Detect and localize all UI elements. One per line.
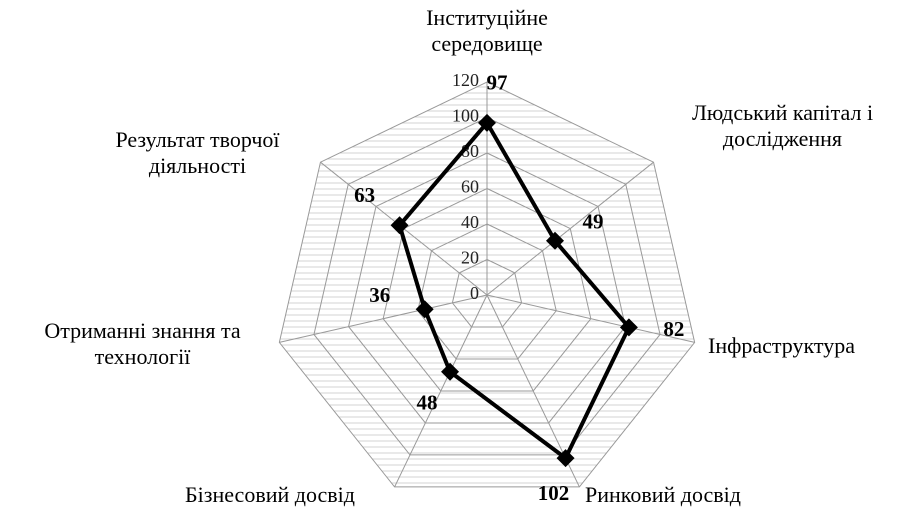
data-marker [478, 113, 496, 132]
category-label: Інституційне середовище [426, 5, 548, 56]
category-label: Людський капітал і дослідження [691, 100, 874, 151]
category-label: Отриманні знання та технології [44, 318, 241, 369]
data-label: 102 [538, 481, 570, 505]
data-marker [441, 362, 460, 381]
grid-ring [382, 187, 592, 392]
tick-label: 120 [452, 70, 479, 90]
tick-label: 100 [452, 106, 479, 126]
category-label: Бізнесовий досвід [185, 482, 355, 507]
grid-ring [313, 116, 661, 456]
data-label: 97 [487, 71, 508, 95]
tick-label: 0 [470, 283, 479, 303]
grid-ring [451, 258, 523, 328]
axis-line [279, 294, 488, 343]
grid-ring [417, 223, 557, 360]
data-label: 82 [663, 317, 684, 341]
tick-label: 60 [461, 177, 479, 197]
category-label: Інфраструктура [708, 333, 855, 358]
data-marker [556, 449, 575, 468]
data-label: 48 [417, 391, 438, 415]
series-line [397, 120, 631, 461]
axis-line [486, 161, 654, 296]
tick-label: 40 [461, 212, 479, 232]
data-marker [619, 318, 638, 337]
data-label: 49 [582, 210, 603, 234]
data-marker [545, 231, 564, 250]
tick-label: 20 [461, 248, 479, 268]
category-label: Результат творчої діяльності [115, 127, 280, 178]
grid-ring [348, 152, 626, 424]
data-label: 36 [369, 283, 390, 307]
category-label: Ринковий досвід [585, 482, 741, 507]
grid-ring [278, 81, 696, 488]
axis-line [486, 294, 695, 343]
data-marker [415, 300, 434, 319]
data-label: 63 [354, 183, 375, 207]
axis-line [394, 294, 488, 488]
data-marker [390, 216, 409, 235]
